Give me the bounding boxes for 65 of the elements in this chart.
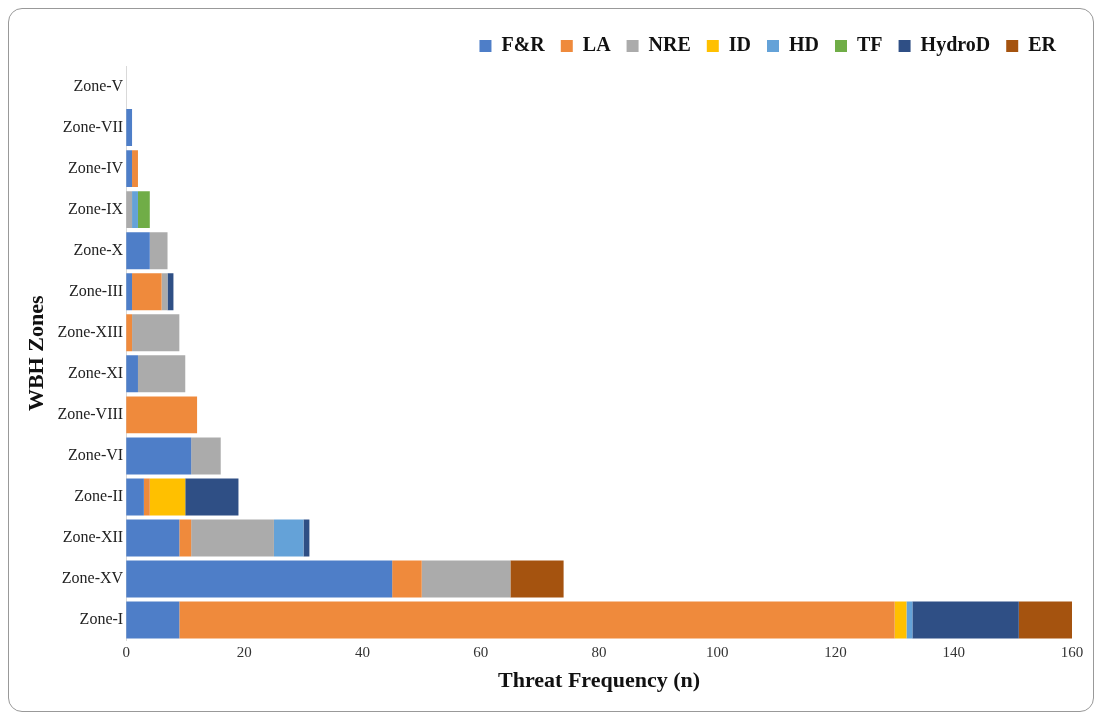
bar bbox=[191, 437, 221, 475]
bar bbox=[1018, 601, 1072, 639]
bar bbox=[510, 560, 564, 598]
x-tick-label: 80 bbox=[591, 643, 607, 660]
bar bbox=[161, 273, 168, 311]
bar bbox=[126, 601, 180, 639]
y-tick-label: Zone-XIII bbox=[57, 322, 124, 340]
x-tick-label: 140 bbox=[942, 643, 966, 660]
bar bbox=[273, 519, 304, 557]
y-axis-title: WBH Zones bbox=[22, 295, 48, 412]
bar bbox=[392, 560, 422, 598]
y-tick-label: Zone-VII bbox=[62, 117, 124, 135]
y-tick-label: Zone-V bbox=[73, 76, 124, 94]
x-tick-label: 0 bbox=[122, 643, 130, 660]
bar bbox=[126, 396, 198, 434]
legend-label: TF bbox=[857, 33, 883, 56]
x-axis-title: Threat Frequency (n) bbox=[498, 667, 701, 693]
bar bbox=[143, 478, 150, 516]
x-tick-label: 40 bbox=[355, 643, 371, 660]
y-tick-label: Zone-IV bbox=[68, 158, 124, 176]
bar bbox=[126, 519, 180, 557]
y-tick-label: Zone-XV bbox=[61, 569, 124, 587]
legend-label: F&R bbox=[501, 33, 546, 56]
y-tick-label: Zone-I bbox=[79, 610, 124, 628]
bar bbox=[126, 478, 144, 516]
legend-label: HydroD bbox=[920, 33, 991, 57]
bar bbox=[132, 314, 180, 352]
y-tick-label: Zone-II bbox=[74, 487, 124, 505]
legend-label: HD bbox=[789, 33, 820, 56]
bar bbox=[126, 437, 192, 475]
legend-label: NRE bbox=[648, 33, 691, 56]
bar bbox=[303, 519, 310, 557]
bar bbox=[149, 478, 186, 516]
x-tick-label: 60 bbox=[473, 643, 489, 660]
y-tick-label: Zone-X bbox=[73, 240, 124, 258]
x-tick-label: 120 bbox=[824, 643, 847, 660]
bar bbox=[132, 273, 162, 311]
bar bbox=[421, 560, 511, 598]
bar bbox=[912, 601, 1019, 639]
bar bbox=[185, 478, 239, 516]
x-tick-label: 160 bbox=[1060, 643, 1084, 660]
bar bbox=[894, 601, 907, 639]
y-tick-label: Zone-VI bbox=[68, 446, 124, 464]
bar bbox=[132, 191, 138, 229]
legend-label: LA bbox=[582, 33, 612, 56]
y-tick-label: Zone-VIII bbox=[57, 405, 124, 423]
bar bbox=[137, 355, 186, 393]
bar bbox=[179, 601, 895, 639]
bar bbox=[126, 560, 393, 598]
bar bbox=[149, 232, 168, 270]
bar bbox=[179, 519, 192, 557]
bar bbox=[126, 232, 150, 270]
legend-label: ER bbox=[1028, 33, 1057, 56]
x-tick-label: 100 bbox=[706, 643, 729, 660]
bar bbox=[132, 150, 138, 188]
bar bbox=[906, 601, 913, 639]
y-tick-label: Zone-XI bbox=[68, 364, 124, 382]
y-tick-label: Zone-III bbox=[68, 281, 124, 299]
bar bbox=[137, 191, 150, 229]
legend-label: ID bbox=[728, 33, 752, 56]
bar bbox=[191, 519, 274, 557]
x-tick-label: 20 bbox=[236, 643, 252, 660]
bar bbox=[126, 355, 138, 393]
y-tick-label: Zone-XII bbox=[62, 528, 124, 546]
y-tick-label: Zone-IX bbox=[68, 199, 124, 217]
